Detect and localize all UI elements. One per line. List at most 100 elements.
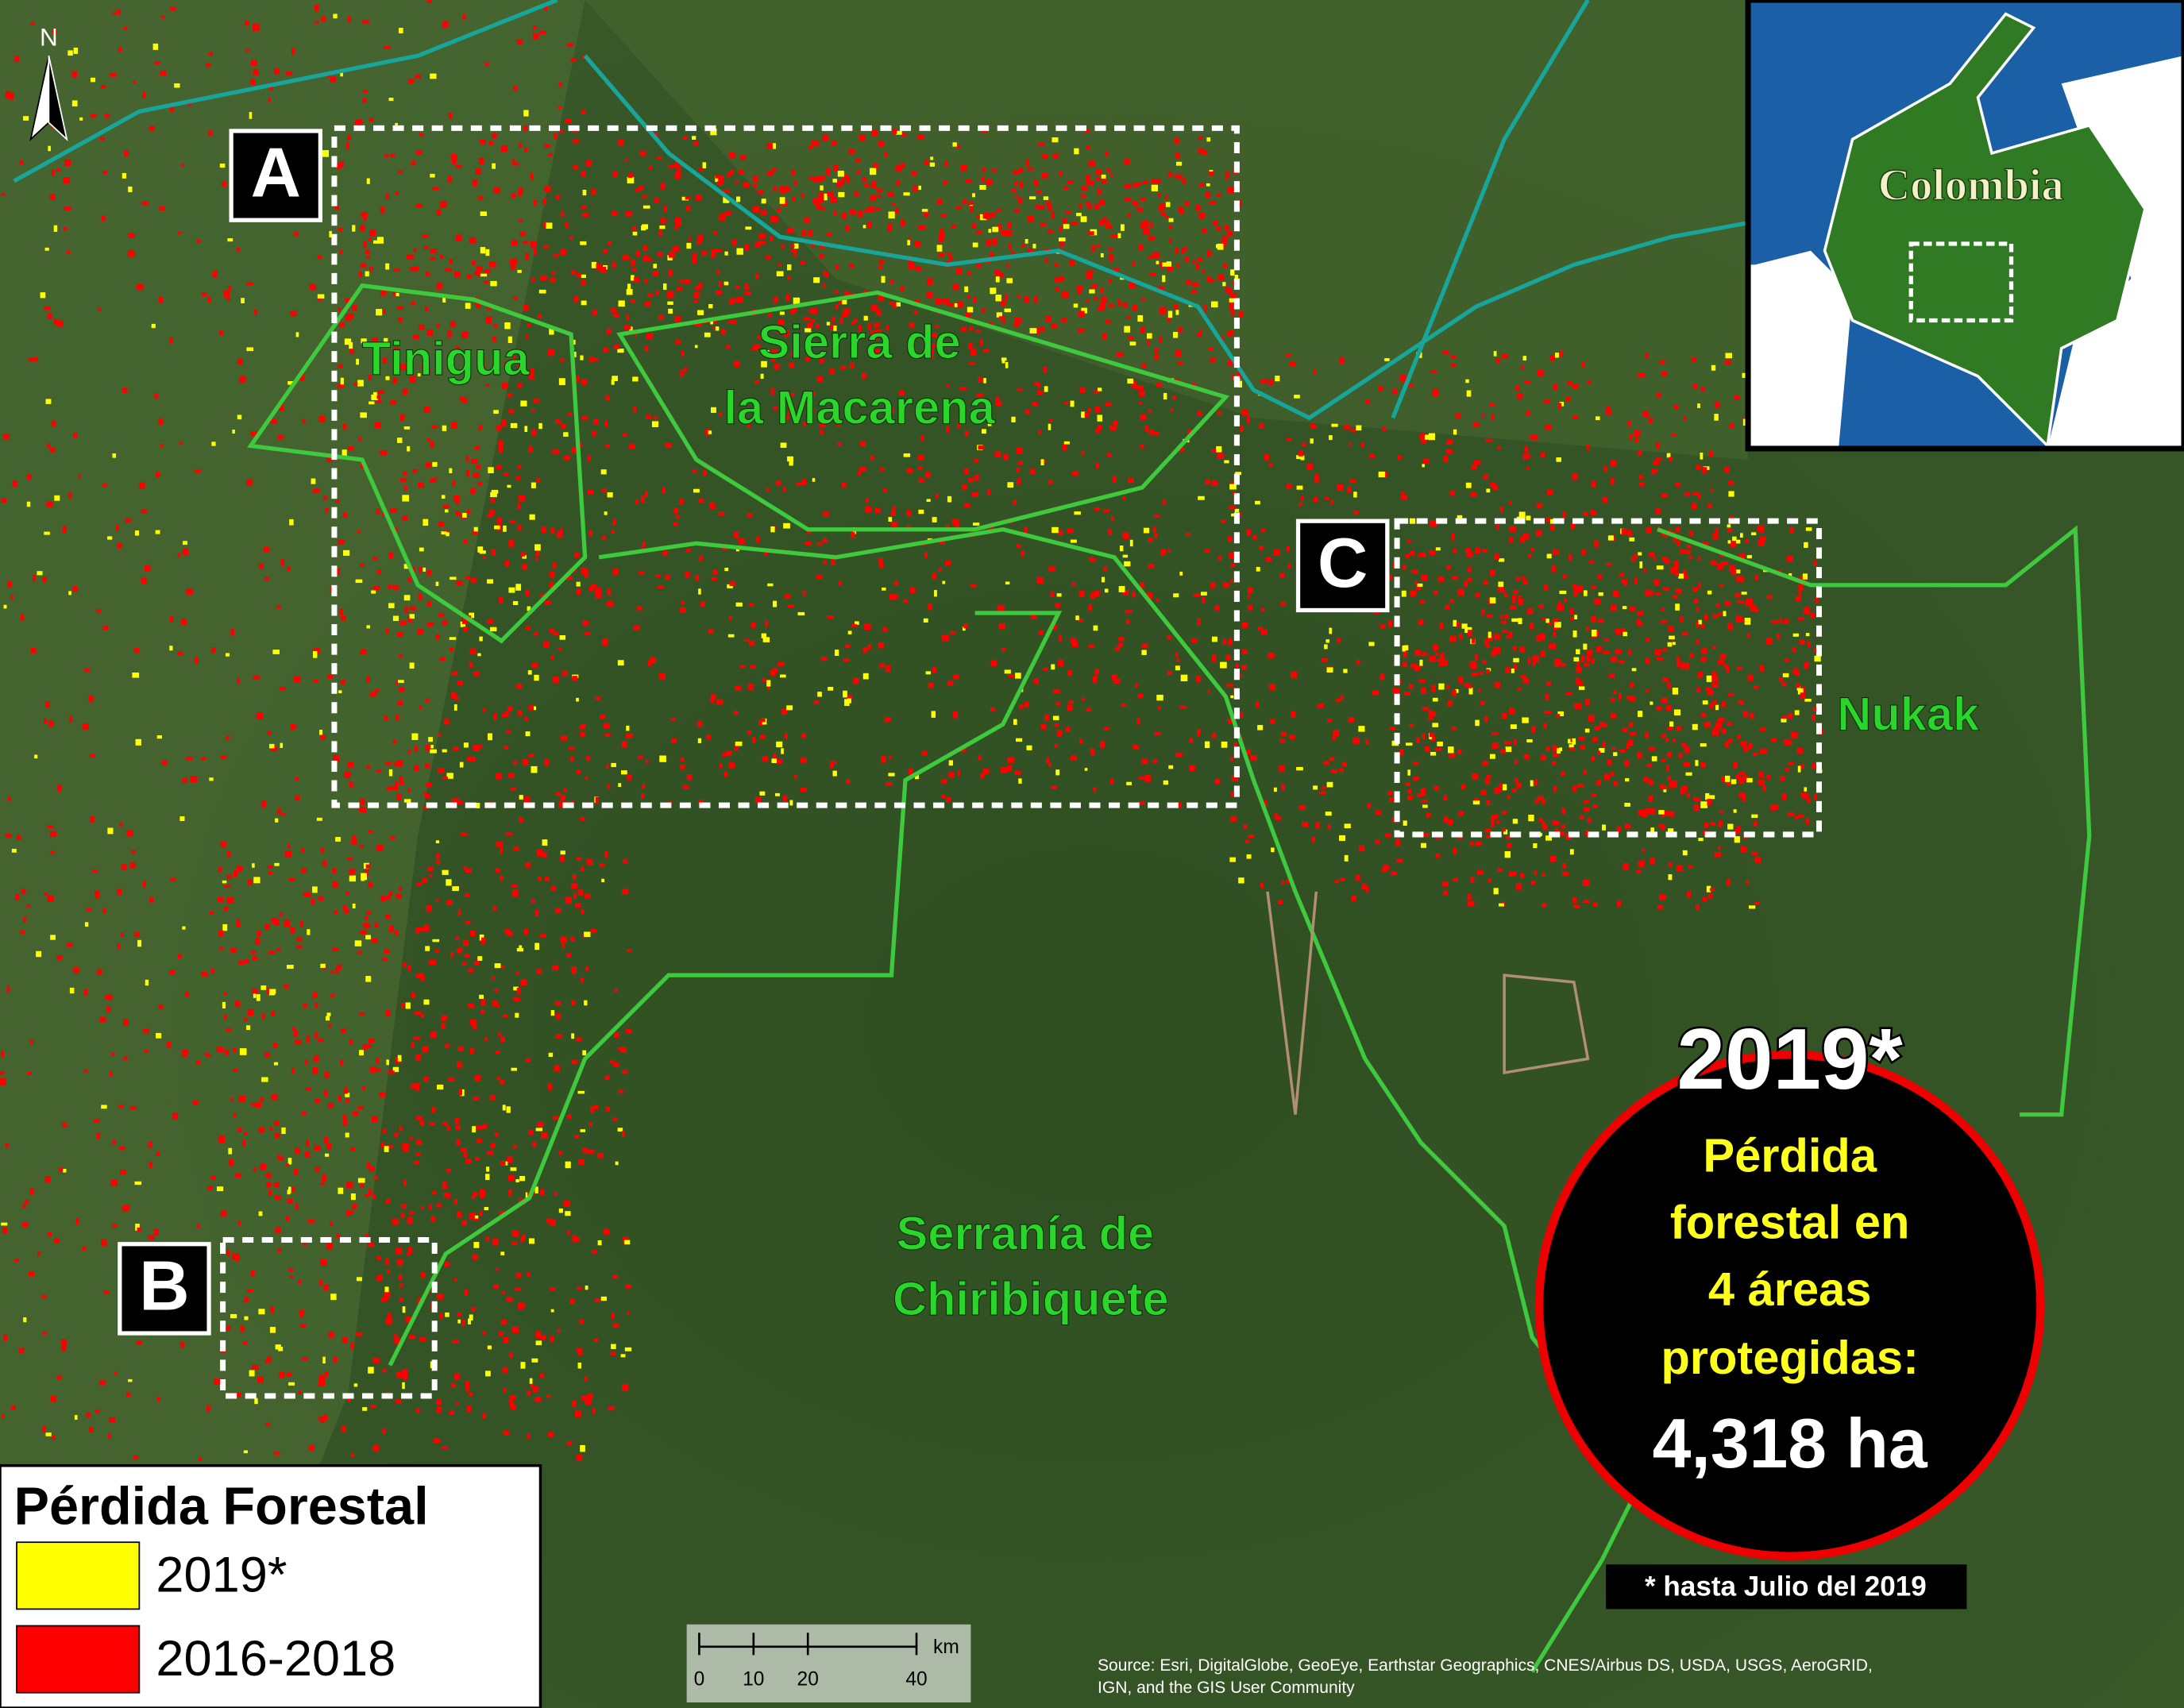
callout-line: forestal en (1670, 1196, 1909, 1249)
loss-pixel (1071, 221, 1078, 226)
loss-pixel (617, 660, 624, 666)
loss-pixel (1546, 553, 1552, 559)
loss-pixel (6, 985, 10, 993)
loss-pixel (398, 1262, 402, 1267)
loss-pixel (384, 761, 392, 765)
loss-pixel (696, 323, 702, 327)
loss-pixel (1201, 592, 1207, 596)
loss-pixel (423, 1076, 430, 1082)
loss-pixel (1144, 426, 1149, 432)
loss-pixel (1673, 738, 1677, 742)
loss-pixel (474, 445, 480, 450)
loss-pixel (1147, 340, 1151, 345)
loss-pixel (277, 435, 284, 439)
loss-pixel (1611, 747, 1616, 750)
loss-pixel (488, 467, 494, 473)
loss-pixel (1231, 375, 1236, 379)
loss-pixel (435, 634, 440, 640)
loss-pixel (848, 148, 855, 155)
loss-pixel (488, 261, 496, 268)
loss-pixel (520, 400, 527, 407)
loss-pixel (1484, 715, 1488, 723)
loss-pixel (626, 774, 632, 781)
loss-pixel (1353, 510, 1359, 515)
loss-pixel (718, 511, 725, 515)
loss-pixel (232, 1253, 239, 1260)
loss-pixel (386, 786, 394, 790)
loss-pixel (398, 318, 403, 323)
loss-pixel (601, 878, 605, 883)
loss-pixel (526, 334, 529, 339)
loss-pixel (465, 1386, 469, 1393)
loss-pixel (44, 247, 49, 251)
loss-pixel (786, 705, 793, 711)
loss-pixel (558, 1208, 563, 1213)
loss-pixel (460, 621, 466, 627)
loss-pixel (19, 930, 25, 935)
loss-pixel (646, 293, 654, 298)
loss-pixel (1177, 802, 1182, 808)
loss-pixel (1248, 834, 1254, 839)
loss-pixel (1581, 549, 1586, 556)
loss-pixel (1167, 310, 1173, 318)
loss-pixel (1493, 351, 1497, 357)
loss-pixel (1480, 789, 1487, 795)
loss-pixel (770, 215, 775, 222)
loss-pixel (1591, 585, 1596, 589)
loss-pixel (890, 511, 896, 516)
loss-pixel (47, 313, 52, 319)
loss-pixel (1342, 761, 1347, 767)
loss-pixel (469, 648, 477, 655)
loss-pixel (1093, 787, 1097, 792)
loss-pixel (613, 313, 619, 318)
loss-pixel (383, 45, 391, 49)
loss-pixel (1327, 824, 1331, 830)
loss-pixel (1089, 557, 1095, 562)
loss-pixel (454, 696, 459, 701)
loss-pixel (1553, 384, 1557, 390)
loss-pixel (1098, 425, 1102, 430)
loss-pixel (1800, 792, 1806, 796)
loss-pixel (1059, 237, 1066, 242)
loss-pixel (409, 376, 416, 383)
loss-pixel (1636, 619, 1641, 624)
loss-pixel (1122, 590, 1129, 596)
loss-pixel (230, 1313, 237, 1319)
loss-pixel (577, 889, 584, 896)
loss-pixel (785, 733, 788, 739)
loss-pixel (572, 1401, 577, 1408)
loss-pixel (576, 581, 581, 587)
loss-pixel (1034, 678, 1039, 684)
loss-pixel (955, 206, 962, 210)
loss-pixel (1804, 542, 1808, 549)
loss-pixel (30, 647, 37, 654)
loss-pixel (435, 853, 440, 860)
loss-pixel (369, 118, 374, 122)
loss-pixel (1569, 849, 1574, 855)
loss-pixel (300, 867, 307, 873)
loss-pixel (102, 171, 108, 174)
loss-pixel (513, 760, 517, 765)
loss-pixel (66, 250, 71, 254)
loss-pixel (414, 1160, 419, 1165)
loss-pixel (264, 546, 270, 553)
loss-pixel (1541, 799, 1546, 804)
loss-pixel (1148, 255, 1152, 259)
loss-pixel (1687, 545, 1692, 549)
loss-pixel (1565, 692, 1572, 696)
loss-pixel (1132, 200, 1138, 205)
loss-pixel (264, 1051, 271, 1058)
loss-pixel (549, 581, 554, 588)
loss-pixel (1081, 186, 1088, 191)
loss-pixel (1443, 890, 1449, 896)
loss-pixel (728, 416, 735, 423)
loss-pixel (388, 769, 393, 777)
loss-pixel (515, 1012, 519, 1018)
loss-pixel (484, 280, 489, 284)
loss-pixel (272, 1043, 278, 1048)
loss-pixel (415, 1152, 421, 1156)
loss-pixel (362, 1044, 368, 1051)
loss-pixel (1175, 752, 1183, 758)
loss-pixel (610, 1351, 616, 1355)
loss-pixel (553, 1116, 559, 1120)
